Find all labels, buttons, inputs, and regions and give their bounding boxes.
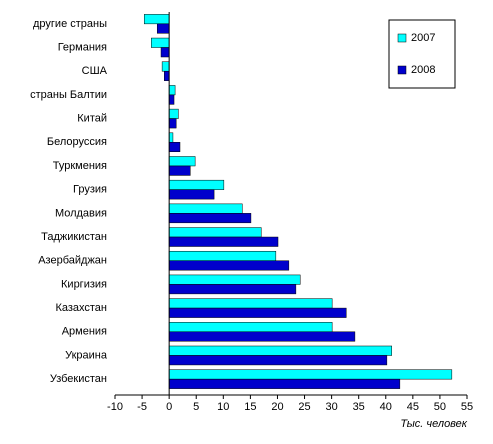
bar [143,14,170,25]
x-tick-label: -5 [137,401,147,413]
x-tick-label: 0 [166,401,172,413]
y-tick-label: Грузия [73,184,107,196]
bar [168,284,297,295]
y-tick-label: Туркмения [53,160,107,172]
bar [161,61,170,72]
x-tick-label: -10 [107,401,123,413]
y-tick-label: страны Балтии [30,89,107,101]
legend-swatch [397,65,407,75]
bar [168,298,333,309]
y-tick-label: Украина [65,349,108,361]
y-tick-label: Белоруссия [47,136,107,148]
bar [168,132,174,143]
bar [168,203,243,214]
x-tick-label: 20 [271,401,283,413]
bar [168,250,277,261]
bar [168,85,176,96]
bar [168,213,252,224]
y-tick-label: Киргизия [61,278,107,290]
x-tick-label: 10 [217,401,229,413]
bar [168,355,388,366]
x-tick-label: 25 [298,401,310,413]
legend-swatch [397,33,407,43]
y-tick-label: Германия [58,41,107,53]
bar [168,236,279,247]
bar [160,47,170,58]
y-tick-label: Таджикистан [41,231,107,243]
bar [168,108,179,119]
bar [168,142,181,153]
bar [156,23,170,34]
y-tick-label: другие страны [33,18,107,30]
bar [168,165,191,176]
x-tick-label: 50 [434,401,446,413]
y-tick-label: Азербайджан [38,255,107,267]
bar [168,94,175,105]
x-axis-label: Тыс. человек [400,418,467,430]
bar [151,37,170,48]
x-tick-label: 15 [244,401,256,413]
bar [168,331,356,342]
bar [168,369,453,380]
x-tick-label: 55 [461,401,473,413]
bar [168,345,392,356]
bar [168,307,347,318]
y-tick-label: Молдавия [55,207,107,219]
legend-label: 2007 [411,32,435,44]
bar [164,70,170,81]
bar [168,179,225,190]
bar [168,118,177,129]
legend-label: 2008 [411,64,435,76]
x-tick-label: 40 [380,401,392,413]
x-tick-label: 30 [325,401,337,413]
bar [168,156,196,167]
bar [168,322,333,333]
x-tick-label: 5 [193,401,199,413]
bar [168,274,301,285]
y-tick-label: США [82,65,108,77]
y-tick-label: Узбекистан [50,373,107,385]
y-tick-label: Китай [77,113,107,125]
bar [168,189,215,200]
y-tick-label: Армения [62,326,107,338]
x-tick-label: 35 [353,401,365,413]
y-tick-label: Казахстан [55,302,107,314]
x-tick-label: 45 [407,401,419,413]
bar [168,378,401,389]
legend-box [388,19,456,89]
bar [168,227,262,238]
bar [168,260,290,271]
